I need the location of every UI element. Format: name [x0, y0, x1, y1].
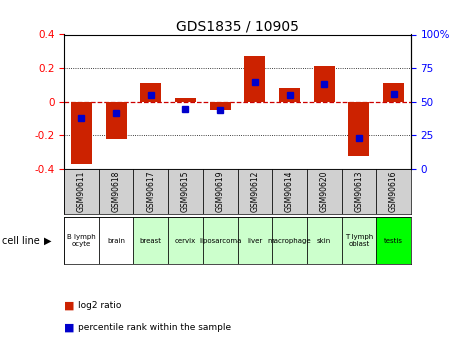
Bar — [376, 217, 411, 264]
Text: GSM90614: GSM90614 — [285, 171, 294, 212]
Text: GSM90620: GSM90620 — [320, 171, 329, 212]
Text: cervix: cervix — [175, 238, 196, 244]
Text: testis: testis — [384, 238, 403, 244]
Text: GSM90613: GSM90613 — [354, 171, 363, 212]
Text: B lymph
ocyte: B lymph ocyte — [67, 234, 96, 247]
Bar — [141, 83, 161, 102]
Bar — [106, 102, 126, 139]
Text: cell line: cell line — [2, 236, 40, 246]
Text: T lymph
oblast: T lymph oblast — [345, 234, 373, 247]
Text: GSM90611: GSM90611 — [77, 171, 86, 212]
Bar — [99, 217, 133, 264]
Text: brain: brain — [107, 238, 125, 244]
Bar — [342, 217, 376, 264]
Bar — [71, 102, 92, 164]
Bar — [307, 169, 342, 214]
Text: skin: skin — [317, 238, 332, 244]
Text: GSM90617: GSM90617 — [146, 171, 155, 212]
Bar — [210, 102, 230, 110]
Text: GSM90618: GSM90618 — [112, 171, 121, 212]
Bar — [383, 83, 404, 102]
Bar — [64, 217, 99, 264]
Bar — [133, 217, 168, 264]
Text: ▶: ▶ — [44, 236, 52, 246]
Bar — [245, 56, 265, 102]
Bar — [203, 217, 238, 264]
Bar — [203, 169, 238, 214]
Bar — [133, 169, 168, 214]
Bar — [238, 217, 272, 264]
Text: percentile rank within the sample: percentile rank within the sample — [78, 323, 231, 332]
Bar — [272, 217, 307, 264]
Text: liver: liver — [247, 238, 263, 244]
Bar — [314, 67, 334, 102]
Bar — [175, 98, 196, 102]
Bar — [168, 217, 203, 264]
Text: GSM90616: GSM90616 — [389, 171, 398, 212]
Text: GSM90612: GSM90612 — [250, 171, 259, 212]
Bar — [64, 169, 99, 214]
Bar — [342, 169, 376, 214]
Bar — [99, 169, 133, 214]
Bar — [168, 169, 203, 214]
Bar — [307, 217, 342, 264]
Bar — [279, 88, 300, 102]
Title: GDS1835 / 10905: GDS1835 / 10905 — [176, 19, 299, 33]
Text: liposarcoma: liposarcoma — [199, 238, 241, 244]
Text: log2 ratio: log2 ratio — [78, 301, 122, 310]
Text: ■: ■ — [64, 323, 75, 333]
Bar — [376, 169, 411, 214]
Bar — [272, 169, 307, 214]
Text: GSM90619: GSM90619 — [216, 171, 225, 212]
Bar — [349, 102, 369, 156]
Text: breast: breast — [140, 238, 162, 244]
Text: GSM90615: GSM90615 — [181, 171, 190, 212]
Bar — [238, 169, 272, 214]
Text: macrophage: macrophage — [268, 238, 311, 244]
Text: ■: ■ — [64, 300, 75, 310]
